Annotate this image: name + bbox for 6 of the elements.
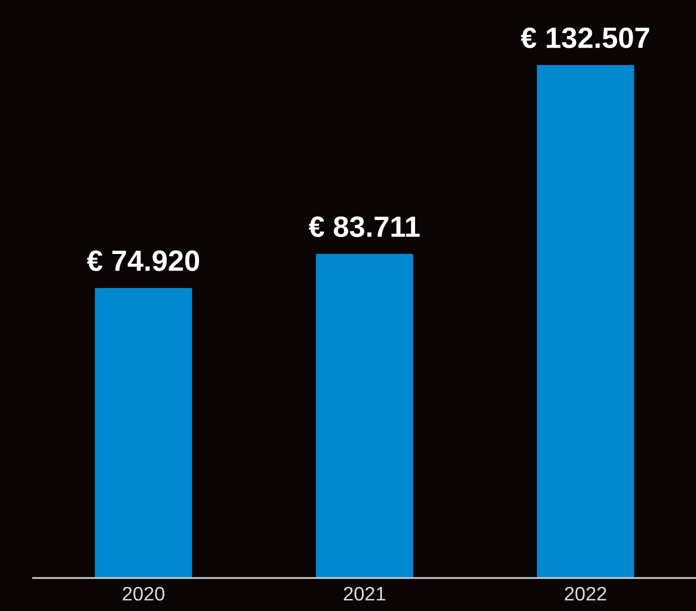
x-tick-label: 2021 bbox=[344, 586, 386, 601]
x-tick-label: 2022 bbox=[564, 586, 606, 601]
data-label: € 83.711 bbox=[308, 216, 420, 238]
data-label: € 132.507 bbox=[520, 27, 650, 48]
data-label: € 74.920 bbox=[86, 250, 200, 272]
x-tick-label: 2020 bbox=[122, 586, 164, 601]
